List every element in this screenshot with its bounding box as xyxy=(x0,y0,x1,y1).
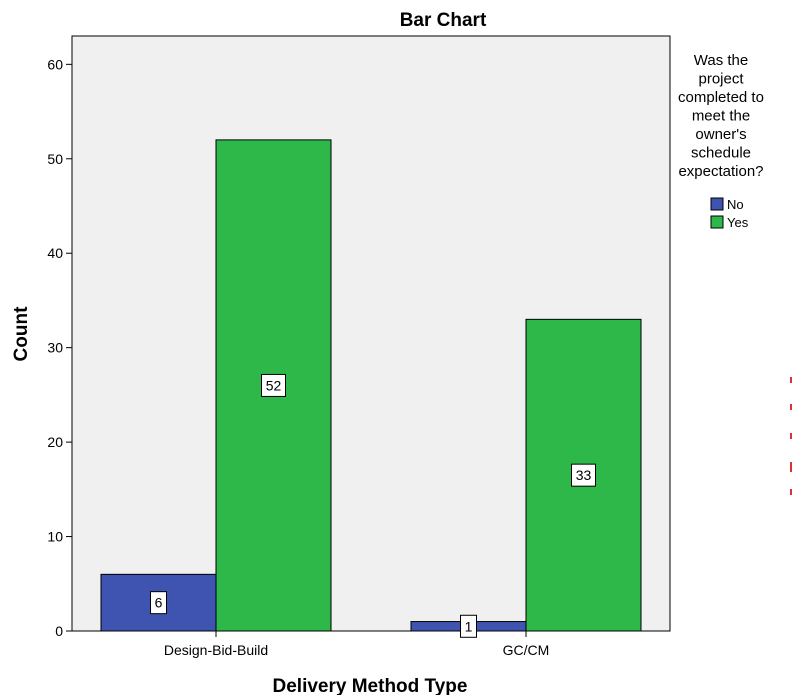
legend-items: No Yes xyxy=(710,197,749,230)
legend-title-line: meet the xyxy=(692,108,750,125)
data-label: 52 xyxy=(266,377,282,393)
legend-title-line: owner's xyxy=(695,126,746,143)
legend-title-line: project xyxy=(698,71,744,88)
y-tick-label: 60 xyxy=(47,56,63,72)
x-axis-title: Delivery Method Type xyxy=(273,676,468,695)
y-axis: 0 10 20 30 40 50 60 xyxy=(47,56,72,639)
y-tick-label: 50 xyxy=(47,151,63,167)
data-label-box xyxy=(261,373,286,397)
y-axis-title: Count xyxy=(11,306,32,362)
legend-title-line: completed to xyxy=(678,89,764,106)
data-label: 6 xyxy=(155,595,163,611)
y-tick-label: 0 xyxy=(55,623,63,639)
data-label-box xyxy=(460,614,477,638)
y-tick-label: 40 xyxy=(47,245,63,261)
legend-title-line: Was the xyxy=(694,52,748,69)
chart-title: Bar Chart xyxy=(400,10,487,31)
data-labels: 6 52 1 33 xyxy=(150,373,596,638)
y-tick-label: 10 xyxy=(47,529,63,545)
data-label: 33 xyxy=(576,467,592,483)
legend-label-no: No xyxy=(727,197,744,212)
legend-swatch-no xyxy=(710,197,724,211)
x-axis: Design-Bid-Build GC/CM xyxy=(164,631,549,658)
legend-title-line: schedule xyxy=(691,145,751,162)
edge-marks xyxy=(790,377,792,495)
y-tick-label: 30 xyxy=(47,340,63,356)
data-label: 1 xyxy=(465,618,473,634)
legend-title-line: expectation? xyxy=(678,163,763,180)
x-tick-label: GC/CM xyxy=(503,642,550,658)
x-tick-label: Design-Bid-Build xyxy=(164,642,268,658)
data-label-box xyxy=(571,463,596,487)
legend-label-yes: Yes xyxy=(727,215,749,230)
y-tick-label: 20 xyxy=(47,434,63,450)
data-label-box xyxy=(150,591,167,615)
legend-swatch-yes xyxy=(710,215,724,229)
